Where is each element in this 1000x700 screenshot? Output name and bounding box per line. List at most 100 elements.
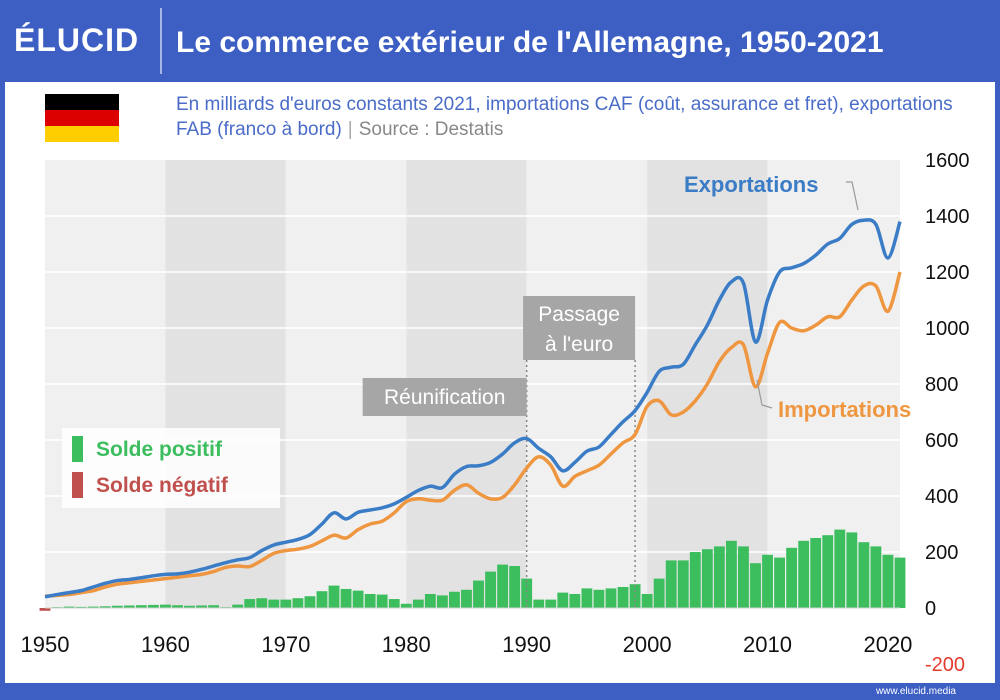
balance-bar bbox=[870, 546, 882, 608]
balance-bar bbox=[774, 557, 785, 608]
balance-bar bbox=[232, 604, 244, 608]
balance-bar bbox=[738, 546, 749, 608]
source-text: Source : Destatis bbox=[358, 119, 504, 140]
y-tick-label: 1000 bbox=[925, 318, 970, 340]
balance-bar bbox=[713, 546, 725, 608]
legend-swatch-negative bbox=[72, 472, 83, 498]
balance-bar bbox=[412, 599, 424, 608]
balance-bar bbox=[677, 560, 689, 608]
elucid-logo: ÉLUCID bbox=[14, 22, 140, 58]
balance-bar bbox=[75, 606, 87, 608]
balance-bar bbox=[725, 540, 737, 608]
imports-leader-line bbox=[756, 379, 773, 409]
balance-bar bbox=[292, 598, 304, 608]
reunification-label-box bbox=[362, 378, 527, 416]
balance-bar bbox=[280, 599, 292, 608]
euro-label-box bbox=[523, 296, 636, 360]
balance-bar bbox=[569, 594, 581, 608]
balance-bar bbox=[172, 605, 183, 608]
balance-bar bbox=[665, 560, 677, 608]
x-tick-label: 1980 bbox=[382, 632, 431, 657]
balance-bar bbox=[268, 599, 280, 608]
x-tick-label: 1960 bbox=[141, 632, 190, 657]
balance-bar bbox=[304, 596, 316, 608]
balance-bar bbox=[701, 549, 713, 608]
imports-line bbox=[44, 271, 902, 598]
balance-bar bbox=[557, 592, 569, 608]
y-tick-label: 400 bbox=[925, 486, 958, 508]
germany-flag-icon bbox=[45, 94, 119, 142]
balance-bar bbox=[593, 589, 605, 608]
reunification-label: Réunification bbox=[384, 386, 505, 409]
balance-bar bbox=[786, 547, 798, 608]
balance-bar bbox=[376, 594, 388, 608]
balance-bar bbox=[461, 589, 472, 608]
euro-label-line1: Passage bbox=[538, 303, 620, 326]
balance-bar bbox=[63, 606, 75, 608]
balance-bar bbox=[653, 578, 665, 608]
header-divider bbox=[160, 8, 162, 74]
chart-subtitle: En milliards d'euros constants 2021, imp… bbox=[176, 92, 976, 142]
balance-bar bbox=[894, 557, 906, 608]
balance-bar bbox=[545, 599, 557, 608]
balance-bar bbox=[846, 532, 858, 608]
y-tick-label: -200 bbox=[925, 654, 965, 676]
balance-bar bbox=[473, 580, 484, 608]
balance-bar bbox=[244, 599, 256, 608]
balance-bar bbox=[160, 604, 171, 608]
balance-bar bbox=[111, 605, 123, 608]
legend-label-negative: Solde négatif bbox=[96, 474, 229, 497]
source-separator: | bbox=[347, 119, 353, 140]
euro-label-line2: à l'euro bbox=[545, 333, 613, 356]
y-tick-label: 1600 bbox=[925, 150, 970, 172]
balance-bar bbox=[497, 564, 509, 608]
exports-leader-line bbox=[846, 181, 859, 211]
balance-bar bbox=[449, 591, 460, 608]
balance-bar bbox=[858, 542, 870, 608]
balance-bar bbox=[750, 563, 761, 608]
balance-bar bbox=[581, 588, 593, 608]
exports-label: Exportations bbox=[684, 172, 818, 197]
balance-bar bbox=[689, 552, 701, 608]
x-tick-label: 2000 bbox=[623, 632, 672, 657]
subtitle-text: En milliards d'euros constants 2021, imp… bbox=[176, 94, 953, 140]
legend-swatch-positive bbox=[72, 436, 83, 462]
balance-bar bbox=[762, 554, 773, 608]
balance-bar bbox=[135, 605, 147, 608]
balance-bar bbox=[641, 594, 653, 608]
balance-bar bbox=[485, 571, 496, 608]
balance-bar bbox=[388, 599, 400, 608]
balance-bar bbox=[39, 608, 51, 611]
y-tick-label: 0 bbox=[925, 598, 936, 620]
exports-line bbox=[44, 218, 902, 599]
y-tick-label: 600 bbox=[925, 430, 958, 452]
balance-bar bbox=[352, 590, 364, 608]
header: ÉLUCID Le commerce extérieur de l'Allema… bbox=[0, 0, 1000, 82]
y-tick-label: 800 bbox=[925, 374, 958, 396]
balance-bar bbox=[810, 538, 822, 608]
balance-bar bbox=[822, 535, 834, 608]
balance-bar bbox=[184, 605, 195, 608]
balance-bar bbox=[99, 606, 111, 608]
balance-bar bbox=[400, 603, 412, 608]
balance-bar bbox=[196, 605, 207, 608]
balance-bar bbox=[533, 599, 545, 608]
balance-bar bbox=[340, 588, 352, 608]
balance-bar bbox=[123, 605, 135, 608]
x-tick-label: 1970 bbox=[261, 632, 310, 657]
imports-label: Importations bbox=[778, 397, 911, 422]
balance-bar bbox=[617, 587, 629, 608]
y-tick-label: 200 bbox=[925, 542, 958, 564]
x-tick-label: 2020 bbox=[863, 632, 912, 657]
x-tick-label: 1950 bbox=[21, 632, 70, 657]
balance-bar bbox=[436, 595, 448, 608]
y-tick-label: 1400 bbox=[925, 206, 970, 228]
x-tick-label: 1990 bbox=[502, 632, 551, 657]
y-tick-label: 1200 bbox=[925, 262, 970, 284]
legend-label-positive: Solde positif bbox=[96, 438, 223, 461]
balance-bar bbox=[798, 540, 810, 608]
balance-bar bbox=[208, 605, 220, 608]
balance-bar bbox=[256, 598, 268, 608]
